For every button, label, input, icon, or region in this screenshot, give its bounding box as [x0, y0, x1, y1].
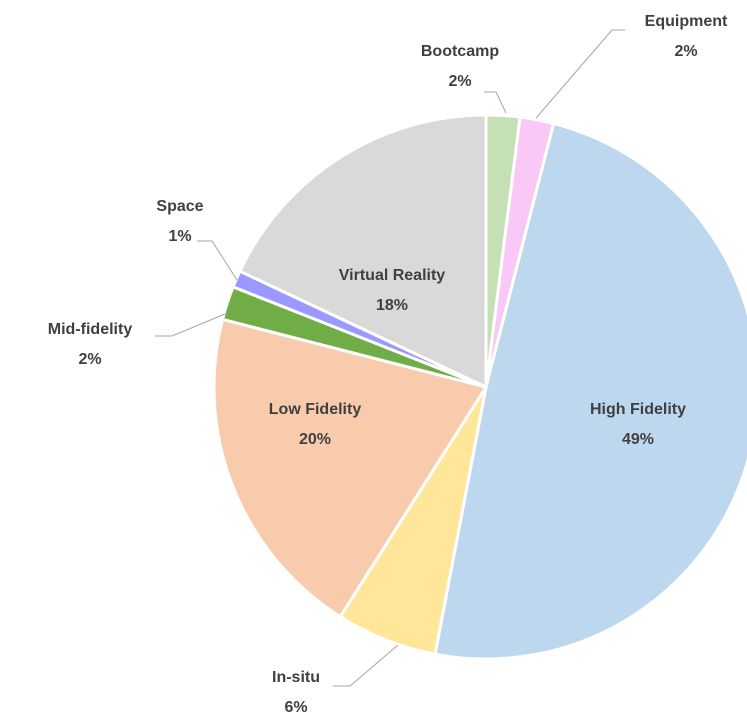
leader-line [197, 240, 238, 281]
leader-line [535, 29, 625, 119]
pie-slice [433, 122, 747, 661]
leader-line [333, 644, 399, 687]
slice-label: Bootcamp [421, 43, 499, 60]
leader-line [484, 91, 507, 114]
slice-label: Low Fidelity [269, 401, 362, 418]
slice-value-label: 6% [284, 699, 307, 715]
slice-value-label: 1% [168, 228, 191, 245]
leader-line [155, 313, 226, 337]
slice-label: In-situ [272, 669, 320, 686]
slice-label: Virtual Reality [339, 267, 446, 284]
slice-value-label: 49% [622, 431, 654, 448]
slice-label: Space [156, 198, 203, 215]
slice-value-label: 20% [299, 431, 331, 448]
pie-slice [212, 317, 488, 619]
slice-value-label: 2% [448, 73, 471, 90]
slice-label: Mid-fidelity [48, 321, 133, 338]
slice-value-label: 2% [674, 43, 697, 60]
pie-slice [238, 113, 488, 389]
slice-value-label: 18% [376, 297, 408, 314]
slice-label: Equipment [645, 13, 728, 30]
slice-value-label: 2% [78, 351, 101, 368]
slice-label: High Fidelity [590, 401, 686, 418]
